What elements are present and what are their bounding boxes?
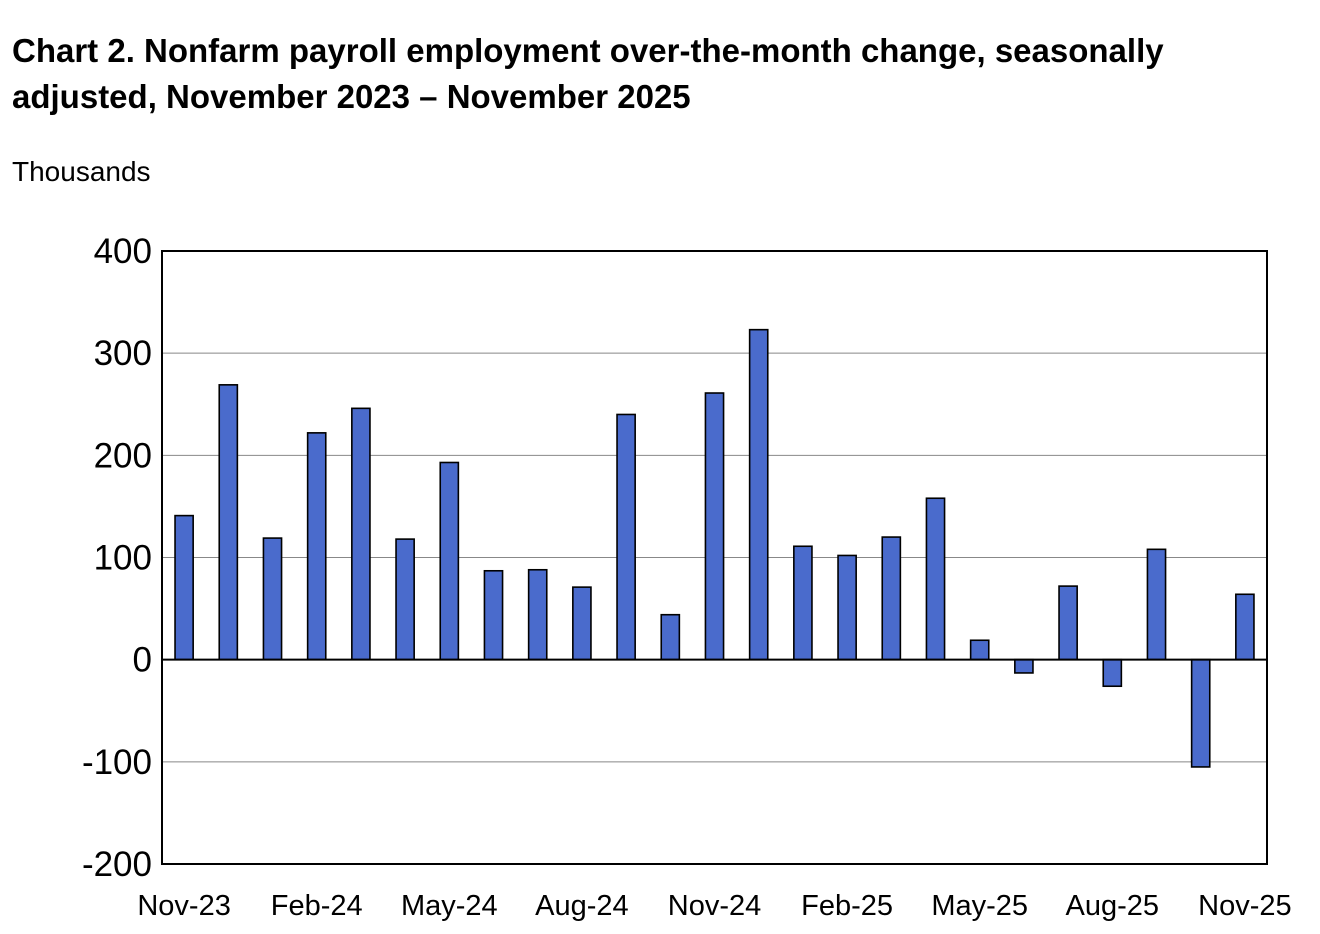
x-tick-label: May-25 (931, 890, 1028, 922)
bar-apr-24 (395, 538, 415, 661)
y-tick-label: 200 (94, 436, 152, 475)
x-tick-label: Aug-24 (535, 890, 629, 922)
bar-sep-24 (616, 413, 636, 661)
bar-feb-24 (306, 432, 327, 661)
y-tick-label: -200 (82, 845, 152, 884)
bar-apr-25 (925, 497, 946, 661)
bar-oct-24 (660, 613, 681, 661)
bar-nov-25 (1235, 593, 1255, 661)
y-tick-label: 100 (94, 539, 152, 578)
bar-jun-24 (483, 569, 504, 661)
y-tick-label: 0 (133, 641, 152, 680)
x-tick-label: Nov-23 (137, 890, 231, 922)
chart-title: Chart 2. Nonfarm payroll employment over… (12, 32, 1164, 115)
bar-mar-24 (351, 407, 371, 661)
x-axis-ticks: Nov-23 Feb-24 May-24 Aug-24 Nov-24 Feb-25 May-… (137, 890, 1291, 922)
y-axis-ticks: 400 300 200 100 0 -100 -200 (82, 232, 152, 884)
x-tick-label: May-24 (401, 890, 498, 922)
bar-aug-25 (1102, 658, 1123, 688)
bar-nov-23 (174, 514, 194, 661)
bar-jul-24 (527, 568, 548, 661)
bar-jul-25 (1058, 585, 1078, 661)
bar-feb-25 (837, 554, 857, 661)
bar-may-24 (439, 461, 460, 661)
bar-aug-24 (572, 586, 592, 661)
plot-frame (161, 250, 1268, 865)
bar-nov-24 (704, 392, 725, 661)
bar-oct-25 (1190, 658, 1211, 768)
bar-jan-24 (262, 537, 283, 661)
bar-jun-25 (1014, 658, 1034, 674)
bar-mar-25 (881, 536, 902, 661)
y-tick-label: 300 (94, 334, 152, 373)
bar-may-25 (969, 639, 990, 661)
x-tick-label: Nov-24 (668, 890, 762, 922)
bar-dec-24 (748, 328, 769, 661)
x-tick-label: Feb-24 (271, 890, 363, 922)
bar-dec-23 (218, 384, 239, 661)
bars (174, 328, 1255, 768)
y-tick-label: 400 (94, 232, 152, 271)
y-tick-label: -100 (82, 743, 152, 782)
x-tick-label: Feb-25 (801, 890, 893, 922)
y-axis-unit-label: Thousands (12, 156, 151, 187)
x-tick-label: Nov-25 (1198, 890, 1292, 922)
x-tick-label: Aug-25 (1066, 890, 1160, 922)
bar-jan-25 (793, 545, 813, 661)
bar-sep-25 (1146, 548, 1167, 661)
